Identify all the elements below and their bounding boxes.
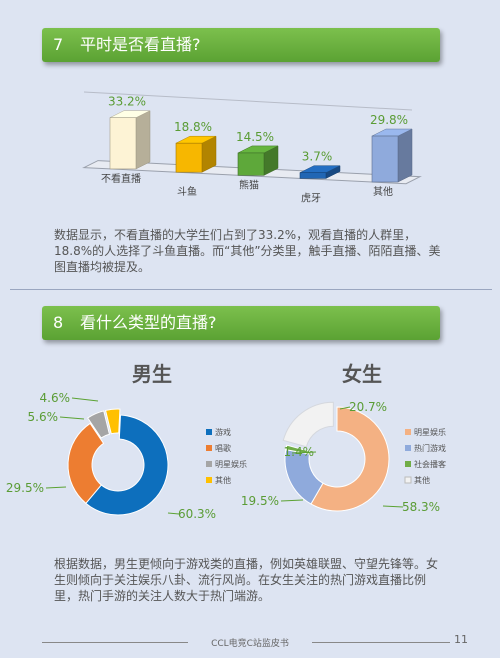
legend-label: 热门游戏: [414, 443, 446, 453]
legend-label: 社会播客: [414, 459, 446, 469]
legend-label: 明星娱乐: [414, 427, 446, 437]
legend-label: 游戏: [215, 427, 231, 437]
leader-line: [339, 406, 351, 410]
bar: [237, 152, 265, 176]
legend-swatch: [405, 445, 411, 451]
legend-swatch: [404, 476, 412, 484]
donut-slice: [67, 422, 105, 505]
leader-line: [167, 512, 180, 515]
section-title: 平时是否看直播?: [80, 35, 201, 54]
donut-slice: [104, 408, 121, 435]
slice-value-label: 20.7%: [349, 400, 387, 414]
leader-line: [71, 397, 99, 402]
bar-value-label: 29.8%: [370, 113, 408, 127]
legend-label: 其他: [215, 475, 231, 485]
page-number: 11: [454, 633, 468, 646]
bar-category-label: 虎牙: [301, 192, 321, 204]
section-divider: [10, 289, 492, 290]
female-chart-title: 女生: [342, 362, 382, 386]
legend-swatch: [206, 477, 212, 483]
donut-slice: [285, 444, 311, 455]
bar-category-label: 不看直播: [101, 172, 141, 185]
legend-label: 明星娱乐: [215, 459, 247, 469]
slice-value-label: 58.3%: [402, 500, 440, 514]
platform-bar-chart: 33.2% 不看直播 18.8% 斗鱼 14.5% 熊猫 3.7% 虎牙 29.8% 其他: [82, 91, 422, 204]
legend-label: 唱歌: [215, 443, 231, 453]
male-chart-title: 男生: [132, 362, 172, 386]
bar-category-label: 斗鱼: [177, 185, 197, 198]
bar-value-label: 3.7%: [302, 150, 333, 164]
bar: [175, 142, 203, 173]
leader-line: [280, 499, 304, 502]
footer-rule-right: [312, 642, 450, 643]
slice-value-label: 5.6%: [28, 410, 59, 424]
section-7-paragraph: 数据显示，不看直播的大学生们占到了33.2%，观看直播的人群里，18.8%的人选…: [54, 228, 441, 274]
section-8-paragraph: 根据数据，男生更倾向于游戏类的直播，例如英雄联盟、守望先锋等。女生则倾向于关注娱…: [54, 557, 439, 603]
donut-slice: [85, 414, 169, 516]
bar: [109, 117, 137, 170]
slice-value-label: 60.3%: [178, 507, 216, 521]
slice-value-label: 1.4%: [284, 445, 315, 459]
legend-swatch: [405, 429, 411, 435]
legend-swatch: [206, 429, 212, 435]
bar-value-label: 18.8%: [174, 120, 212, 134]
leader-line: [45, 486, 67, 489]
section-number: 8: [53, 313, 64, 332]
section-title: 看什么类型的直播?: [80, 313, 217, 332]
donut-slice: [87, 410, 111, 439]
section-8-banner: 8 看什么类型的直播?: [42, 306, 440, 340]
leader-line: [59, 416, 85, 420]
bar-category-label: 熊猫: [239, 178, 259, 191]
slice-value-label: 29.5%: [6, 481, 44, 495]
slice-value-label: 19.5%: [241, 494, 279, 508]
bar-category-label: 其他: [373, 185, 393, 198]
donut-slice: [310, 406, 390, 512]
legend-label: 其他: [414, 475, 430, 485]
legend-swatch: [206, 461, 212, 467]
leader-line: [382, 505, 404, 508]
gender-donut-charts: 男生60.3%29.5%5.6%4.6%游戏唱歌明星娱乐其他女生58.3%19.…: [6, 362, 446, 521]
bar-side: [397, 128, 413, 183]
donut-slice: [282, 401, 334, 448]
chart-back-edge: [83, 91, 413, 111]
bar-side: [135, 110, 151, 170]
bar: [371, 135, 399, 183]
section-number: 7: [53, 35, 64, 54]
bar-value-label: 14.5%: [236, 130, 274, 144]
slice-value-label: 4.6%: [40, 391, 71, 405]
bar: [299, 172, 327, 179]
footer-text: CCL电竞C站监皮书: [211, 639, 289, 649]
legend-swatch: [206, 445, 212, 451]
legend-swatch: [405, 461, 411, 467]
bar-value-label: 33.2%: [108, 95, 146, 109]
footer-rule-left: [42, 642, 188, 643]
leader-line: [291, 451, 317, 454]
section-7-banner: 7 平时是否看直播?: [42, 28, 440, 62]
